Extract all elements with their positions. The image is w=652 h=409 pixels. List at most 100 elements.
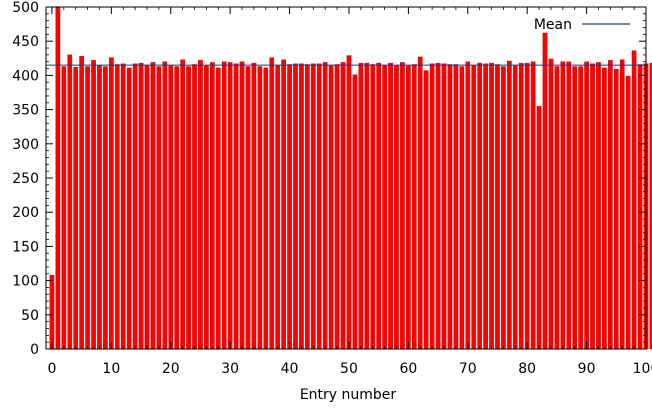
bar-entry-99	[637, 64, 643, 350]
x-tick-label-90: 90	[578, 361, 596, 377]
y-tick-label-50: 50	[21, 308, 39, 324]
bar-entry-31	[233, 63, 239, 350]
bar-entry-32	[239, 61, 245, 350]
bar-entry-23	[186, 66, 191, 350]
bar-entry-84	[548, 58, 554, 350]
bar-entry-33	[245, 66, 251, 350]
x-tick-label-20: 20	[162, 361, 180, 377]
bar-entry-67	[447, 64, 453, 350]
bar-entry-55	[376, 62, 382, 350]
bar-entry-81	[530, 61, 536, 350]
bar-entry-95	[613, 69, 619, 350]
bar-entry-35	[257, 66, 263, 350]
bar-entry-7	[91, 60, 96, 350]
bar-entry-1	[55, 6, 61, 350]
y-tick-label-450: 450	[12, 34, 39, 50]
bar-entry-61	[411, 64, 417, 350]
bar-entry-79	[518, 62, 524, 350]
bar-entry-4	[73, 66, 79, 350]
bar-entry-86	[560, 61, 566, 350]
bar-entry-94	[608, 60, 613, 350]
bar-entry-38	[275, 65, 281, 350]
bar-entry-56	[382, 65, 387, 350]
bar-entry-71	[471, 65, 477, 350]
bar-entry-13	[126, 67, 132, 350]
x-tick-label-30: 30	[221, 361, 239, 377]
bar-entry-22	[180, 59, 185, 350]
bar-entry-75	[495, 64, 500, 350]
bar-entry-6	[85, 66, 90, 350]
x-tick-label-80: 80	[518, 361, 536, 377]
bar-entry-17	[150, 62, 156, 350]
y-tick-label-200: 200	[12, 205, 39, 221]
bars-group	[46, 6, 652, 350]
bar-entry-92	[596, 62, 601, 350]
x-axis-title: Entry number	[300, 387, 397, 403]
bar-entry-88	[572, 66, 578, 350]
x-tick-label-10: 10	[102, 361, 120, 377]
bar-entry-85	[554, 66, 560, 350]
bar-entry-58	[394, 65, 399, 350]
bar-entry-10	[109, 57, 114, 350]
bar-entry-26	[204, 65, 209, 350]
bar-entry-78	[512, 65, 518, 350]
y-tick-label-500: 500	[12, 0, 39, 16]
bar-entry-2	[61, 66, 67, 350]
bar-entry-59	[400, 62, 405, 350]
x-tick-label-0: 0	[47, 361, 56, 377]
bar-entry-30	[227, 62, 233, 350]
bar-entry-82	[536, 105, 542, 350]
bar-entry-11	[114, 64, 120, 350]
bar-entry-96	[619, 59, 625, 350]
bar-entry-20	[168, 65, 174, 350]
bar-entry-27	[209, 62, 215, 350]
bar-entry-68	[453, 64, 459, 350]
bar-entry-77	[507, 60, 512, 350]
bar-entry-65	[435, 62, 441, 350]
bar-entry-90	[584, 61, 589, 350]
bar-entry-52	[358, 62, 364, 350]
bar-entry-91	[590, 63, 595, 350]
ticks-group: 0 50 100 150 200 250 300 350 400 450 500 0 10 20 30 40 5…	[12, 0, 652, 377]
legend: Mean	[534, 17, 630, 33]
bar-entry-50	[346, 55, 352, 350]
bar-entry-80	[524, 62, 530, 350]
bar-entry-28	[215, 67, 221, 350]
x-tick-label-60: 60	[399, 361, 417, 377]
bar-entry-66	[441, 63, 447, 350]
bar-entry-72	[477, 62, 482, 350]
x-tick-label-50: 50	[340, 361, 358, 377]
bar-entry-89	[578, 66, 583, 350]
y-tick-label-350: 350	[12, 103, 39, 119]
bar-entry-48	[334, 64, 340, 350]
bar-entry-97	[625, 75, 631, 350]
bar-entry-64	[429, 63, 435, 350]
bar-entry-54	[370, 64, 376, 350]
bar-entry-57	[388, 62, 393, 350]
y-tick-label-0: 0	[30, 342, 39, 358]
bar-entry-21	[174, 66, 180, 350]
bar-entry-9	[103, 66, 108, 350]
y-tick-label-250: 250	[12, 171, 39, 187]
bar-entry-63	[423, 70, 429, 350]
bar-entry-49	[340, 62, 346, 350]
y-tick-label-100: 100	[12, 274, 39, 290]
bar-entry-0	[49, 274, 55, 350]
bar-entry-12	[120, 63, 126, 350]
bar-entry-74	[489, 62, 494, 350]
bar-entry-18	[156, 66, 162, 350]
bar-entry-69	[459, 66, 465, 350]
bar-entry-40	[287, 64, 292, 350]
bar-entry-43	[305, 64, 310, 350]
bar-entry-98	[631, 50, 637, 350]
bar-entry-93	[602, 67, 607, 350]
x-tick-label-100: 100	[633, 361, 652, 377]
legend-label-mean: Mean	[534, 17, 572, 33]
y-tick-label-400: 400	[12, 68, 39, 84]
bar-entry-47	[328, 65, 334, 350]
bar-entry-3	[67, 54, 73, 350]
bar-entry-24	[192, 64, 197, 350]
bar-entry-19	[162, 61, 168, 350]
bar-entry-5	[79, 56, 84, 350]
x-tick-label-70: 70	[459, 361, 477, 377]
